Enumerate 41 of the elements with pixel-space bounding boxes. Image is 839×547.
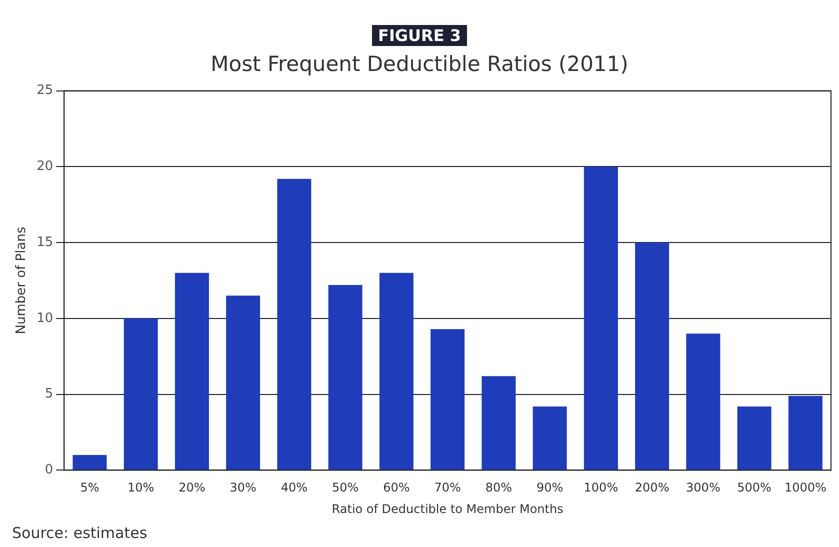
bar — [124, 318, 158, 470]
x-tick-label: 1000% — [784, 480, 826, 495]
x-tick-label: 5% — [80, 480, 100, 495]
chart-title: Most Frequent Deductible Ratios (2011) — [210, 52, 630, 76]
x-tick-label: 60% — [383, 480, 410, 495]
x-tick-label: 70% — [434, 480, 461, 495]
x-tick-label: 100% — [584, 480, 618, 495]
x-tick-label: 20% — [178, 480, 206, 495]
bar — [277, 178, 312, 470]
y-tick-label: 15 — [36, 234, 54, 250]
bar — [328, 285, 362, 470]
y-tick-label: 0 — [44, 462, 54, 478]
bar — [686, 334, 720, 470]
bar — [788, 396, 822, 470]
x-axis-title: Ratio of Deductible to Member Months — [332, 502, 564, 516]
bar — [584, 166, 618, 470]
y-tick-label: 25 — [36, 83, 54, 98]
x-tick-label: 80% — [485, 480, 512, 495]
bar — [226, 296, 260, 470]
y-tick-label: 10 — [36, 310, 54, 326]
bar — [635, 242, 670, 470]
caption: FIGURE 3 — [372, 25, 467, 46]
x-tick-label: 300% — [686, 480, 720, 495]
bar — [482, 376, 516, 470]
bar — [379, 272, 414, 470]
y-tick-label: 20 — [36, 159, 54, 174]
bar — [174, 272, 209, 470]
x-tick-label: 50% — [332, 480, 359, 495]
bar — [737, 406, 772, 470]
x-tick-label: 10% — [127, 480, 154, 495]
x-tick-label: 30% — [230, 480, 256, 495]
x-tick-label: 500% — [737, 480, 772, 495]
bar — [72, 455, 107, 470]
source-note: Source: estimates — [12, 524, 148, 542]
y-axis-title: Number of Plans — [14, 226, 30, 334]
x-tick-label: 90% — [536, 480, 564, 495]
x-tick-label: 200% — [634, 480, 670, 495]
y-tick-label: 5 — [44, 386, 54, 402]
bar — [430, 329, 465, 470]
x-tick-label: 40% — [280, 480, 308, 495]
bar — [532, 406, 567, 470]
